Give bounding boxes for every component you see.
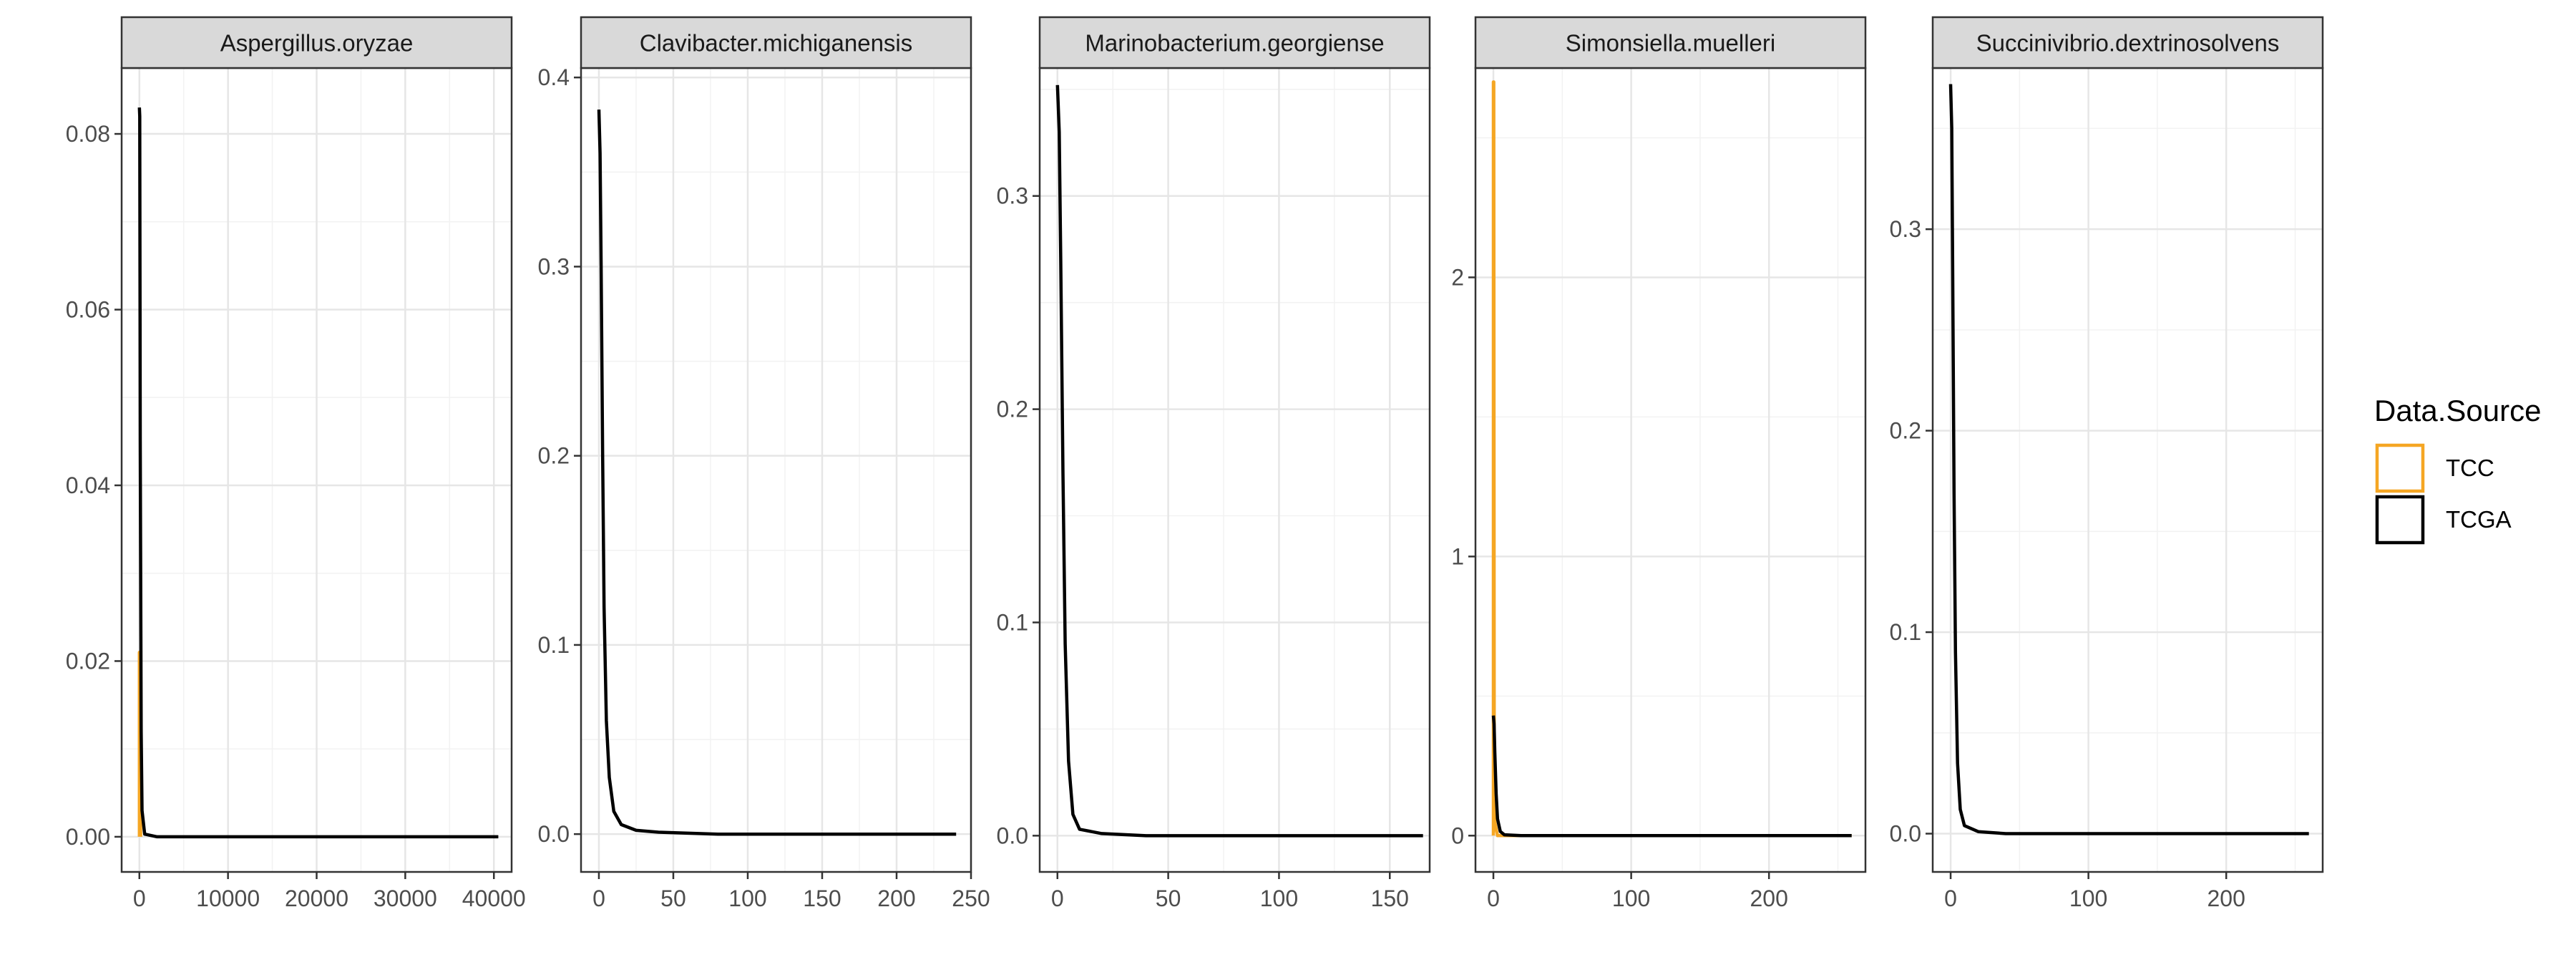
- y-tick-label: 0.0: [538, 821, 570, 847]
- x-tick-label: 100: [728, 886, 766, 911]
- y-tick-label: 0.3: [1890, 216, 1921, 242]
- facet-strip: [1038, 16, 1431, 69]
- facet-strip: [1931, 16, 2324, 69]
- legend: Data.Source TCC TCGA: [2374, 394, 2541, 545]
- y-tick-label: 0.0: [997, 823, 1028, 848]
- facet-panel: Marinobacterium.georgiense 0.0 0.1 0.2 0.3 0 5…: [997, 16, 1431, 911]
- x-tick-label: 50: [1156, 886, 1181, 911]
- x-tick-label: 150: [803, 886, 841, 911]
- legend-key-tcc: [2375, 443, 2425, 493]
- y-tick-label: 0.2: [538, 443, 570, 469]
- y-tick-label: 0.02: [66, 648, 110, 674]
- y-tick-label: 0.4: [538, 64, 570, 90]
- density-line-tcga: [1948, 84, 2309, 835]
- x-tick-label: 100: [2069, 886, 2107, 911]
- x-tick-label: 0: [592, 886, 605, 911]
- x-tick-label: 10000: [196, 886, 260, 911]
- legend-label: TCGA: [2446, 506, 2512, 533]
- x-tick-label: 0: [1944, 886, 1957, 911]
- facet-title: Simonsiella.muelleri: [1566, 30, 1775, 57]
- y-tick-label: 0.1: [1890, 619, 1921, 645]
- y-tick-label: 0.3: [997, 183, 1028, 209]
- y-tick-label: 0.2: [1890, 418, 1921, 444]
- panel-background: [1475, 68, 1865, 872]
- x-tick-label: 200: [1750, 886, 1787, 911]
- facet-title: Marinobacterium.georgiense: [1085, 30, 1384, 57]
- facet-title: Clavibacter.michiganensis: [640, 30, 913, 57]
- x-tick-label: 40000: [462, 886, 526, 911]
- y-tick-label: 0.00: [66, 824, 110, 850]
- x-tick-label: 0: [1487, 886, 1500, 911]
- x-tick-label: 30000: [374, 886, 437, 911]
- facet-title: Aspergillus.oryzae: [220, 30, 414, 57]
- y-tick-label: 0.08: [66, 121, 110, 147]
- x-tick-label: 50: [660, 886, 686, 911]
- facet-strip: [1474, 16, 1867, 69]
- facet-panel: Clavibacter.michiganensis 0.0 0.1 0.2 0.3 0.4…: [538, 16, 990, 911]
- x-tick-label: 100: [1260, 886, 1298, 911]
- x-tick-label: 20000: [285, 886, 348, 911]
- legend-label: TCC: [2446, 455, 2494, 481]
- facet-panel: Simonsiella.muelleri 0 1 2 0 100 200: [1451, 16, 1867, 911]
- panel-background: [1933, 68, 2323, 872]
- y-tick-label: 0.0: [1890, 821, 1921, 847]
- x-tick-label: 200: [877, 886, 915, 911]
- y-tick-label: 0.06: [66, 297, 110, 323]
- legend-title: Data.Source: [2374, 394, 2541, 427]
- y-tick-label: 0.3: [538, 253, 570, 279]
- y-tick-label: 0.1: [997, 609, 1028, 635]
- y-tick-label: 1: [1451, 543, 1464, 569]
- panel-background: [1040, 68, 1430, 872]
- y-tick-label: 2: [1451, 264, 1464, 290]
- facet-panel: Succinivibrio.dextrinosolvens 0.0 0.1 0.2 0.…: [1890, 16, 2324, 911]
- facet-title: Succinivibrio.dextrinosolvens: [1976, 30, 2280, 57]
- x-tick-label: 100: [1612, 886, 1650, 911]
- density-line-tcga: [137, 107, 499, 839]
- y-tick-label: 0.1: [538, 632, 570, 658]
- x-tick-label: 200: [2207, 886, 2245, 911]
- x-tick-label: 150: [1371, 886, 1409, 911]
- legend-key-tcga: [2375, 495, 2425, 545]
- density-line-tcga: [1491, 715, 1852, 838]
- y-tick-label: 0.04: [66, 472, 110, 498]
- density-line-tcga: [597, 110, 957, 836]
- y-tick-label: 0: [1451, 823, 1464, 848]
- density-line-tcga: [1055, 84, 1423, 838]
- x-tick-label: 250: [952, 886, 990, 911]
- facet-strip: [580, 16, 972, 69]
- facet-panel: Aspergillus.oryzae 0.00 0.02 0.04 0.06 0.08 0 1…: [66, 16, 526, 911]
- y-tick-label: 0.2: [997, 397, 1028, 422]
- x-tick-label: 0: [1051, 886, 1064, 911]
- x-tick-label: 0: [133, 886, 146, 911]
- facet-strip: [120, 16, 513, 69]
- panel-background: [581, 68, 971, 872]
